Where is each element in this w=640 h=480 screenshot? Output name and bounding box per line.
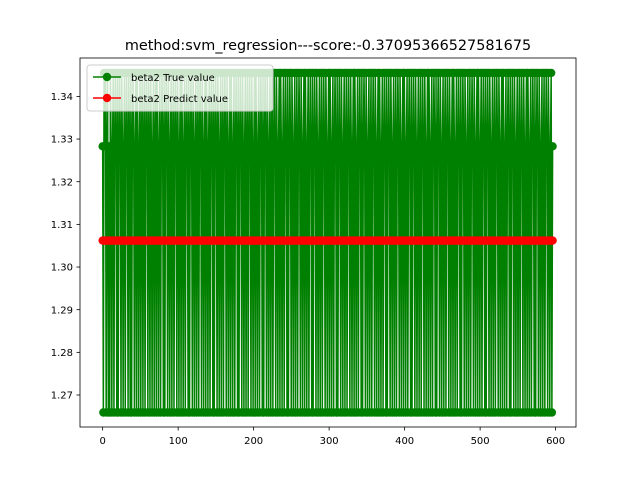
y-tick-label: 1.34 bbox=[51, 92, 73, 103]
legend: beta2 True value beta2 Predict value bbox=[86, 64, 274, 112]
x-tick-label: 0 bbox=[99, 436, 105, 447]
y-tick-label: 1.27 bbox=[51, 391, 73, 402]
x-tick-label: 600 bbox=[546, 436, 565, 447]
data-point-true-value bbox=[546, 68, 556, 78]
y-axis: 1.27 1.28 1.29 1.30 1.31 1.32 1.33 1.34 bbox=[51, 92, 80, 402]
chart-title: method:svm_regression---score:-0.3709536… bbox=[125, 38, 531, 54]
y-tick-label: 1.32 bbox=[51, 177, 73, 188]
y-tick-label: 1.33 bbox=[51, 135, 73, 146]
x-tick-label: 300 bbox=[320, 436, 339, 447]
legend-box bbox=[86, 64, 274, 112]
y-tick-label: 1.28 bbox=[51, 348, 73, 359]
x-tick-label: 400 bbox=[395, 436, 414, 447]
x-axis: 0 100 200 300 400 500 600 bbox=[99, 427, 565, 447]
y-tick-label: 1.30 bbox=[51, 263, 73, 274]
data-point-true-value bbox=[548, 142, 557, 151]
legend-label: beta2 True value bbox=[131, 73, 215, 84]
x-tick-label: 100 bbox=[169, 436, 188, 447]
x-tick-label: 500 bbox=[471, 436, 490, 447]
legend-marker bbox=[102, 72, 112, 82]
data-point-true-value bbox=[547, 408, 557, 417]
legend-label: beta2 Predict value bbox=[131, 94, 228, 105]
y-tick-label: 1.29 bbox=[51, 305, 73, 316]
data-point-predict-value bbox=[548, 236, 557, 245]
y-tick-label: 1.31 bbox=[51, 220, 73, 231]
plot-frame bbox=[79, 57, 577, 428]
legend-marker bbox=[102, 93, 112, 103]
x-tick-label: 200 bbox=[244, 436, 263, 447]
